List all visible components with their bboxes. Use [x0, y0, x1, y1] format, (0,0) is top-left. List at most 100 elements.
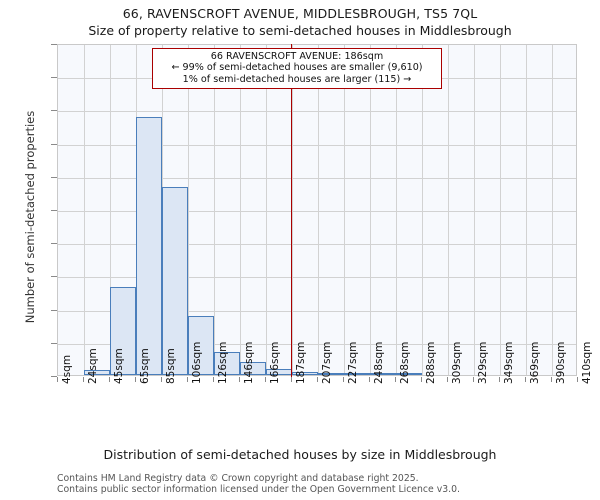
y-tick-mark	[51, 176, 57, 178]
plot-area	[57, 44, 577, 377]
x-tick-label: 329sqm	[477, 341, 489, 384]
x-tick-mark	[369, 377, 370, 382]
x-tick-mark	[343, 377, 344, 382]
histogram-bar	[214, 352, 240, 375]
annotation-line-2: ← 99% of semi-detached houses are smalle…	[171, 62, 423, 74]
y-tick-mark	[51, 309, 57, 311]
x-tick-mark	[291, 377, 292, 382]
footer-line-1: Contains HM Land Registry data © Crown c…	[57, 473, 419, 484]
histogram-bar	[370, 373, 396, 375]
annotation-line-3: 1% of semi-detached houses are larger (1…	[182, 73, 412, 85]
histogram-bar	[318, 373, 344, 375]
y-tick-mark	[51, 210, 57, 211]
histogram-bar	[162, 187, 188, 375]
property-marker-line	[290, 44, 293, 377]
y-tick-mark	[51, 143, 57, 145]
x-tick-label: 45sqm	[113, 348, 125, 384]
x-tick-mark	[109, 377, 110, 382]
gridline	[58, 244, 576, 246]
x-tick-label: 268sqm	[399, 341, 411, 384]
y-tick-mark	[51, 44, 57, 45]
y-tick-mark	[51, 342, 57, 344]
x-tick-label: 106sqm	[191, 341, 203, 384]
gridline	[58, 211, 576, 212]
y-tick-mark	[51, 376, 57, 377]
gridline	[500, 45, 501, 375]
x-tick-mark	[187, 377, 188, 382]
x-tick-mark	[317, 377, 318, 382]
x-tick-label: 85sqm	[165, 348, 177, 384]
x-tick-mark	[135, 377, 136, 382]
x-tick-label: 349sqm	[503, 341, 515, 384]
x-tick-mark	[551, 377, 552, 382]
x-tick-label: 369sqm	[529, 341, 541, 384]
x-tick-label: 65sqm	[139, 348, 151, 384]
x-tick-mark	[57, 377, 58, 382]
gridline	[344, 45, 345, 375]
x-tick-label: 410sqm	[581, 341, 593, 384]
x-tick-mark	[525, 377, 526, 382]
y-tick-mark	[51, 243, 57, 245]
x-axis-label: Distribution of semi-detached houses by …	[103, 447, 497, 462]
x-tick-label: 309sqm	[451, 341, 463, 384]
x-tick-label: 207sqm	[321, 341, 333, 384]
x-tick-label: 166sqm	[269, 341, 281, 384]
x-tick-mark	[83, 377, 84, 382]
gridline	[188, 45, 189, 375]
x-tick-label: 248sqm	[373, 341, 385, 384]
x-tick-label: 126sqm	[217, 341, 229, 384]
y-tick-mark	[51, 77, 57, 79]
histogram-bar	[84, 369, 110, 375]
x-tick-mark	[265, 377, 266, 382]
gridline	[370, 45, 371, 375]
histogram-bar	[188, 315, 214, 375]
footer-line-2: Contains public sector information licen…	[57, 484, 460, 495]
gridline	[318, 45, 319, 375]
gridline	[110, 45, 111, 375]
histogram-bar	[240, 362, 266, 375]
x-tick-mark	[577, 377, 578, 382]
x-tick-label: 288sqm	[425, 341, 437, 384]
x-tick-mark	[213, 377, 214, 382]
gridline	[58, 343, 576, 345]
x-tick-mark	[447, 377, 448, 382]
gridline	[240, 45, 241, 375]
x-tick-label: 390sqm	[555, 341, 567, 384]
histogram-bar	[110, 287, 136, 375]
x-tick-mark	[473, 377, 474, 382]
gridline	[266, 45, 267, 375]
x-tick-mark	[161, 377, 162, 382]
x-tick-mark	[239, 377, 240, 382]
x-tick-label: 227sqm	[347, 341, 359, 384]
gridline	[58, 277, 576, 279]
gridline	[84, 45, 85, 375]
y-tick-mark	[51, 276, 57, 278]
histogram-bar	[136, 116, 162, 375]
gridline	[58, 144, 576, 146]
footer-attribution: Contains HM Land Registry data © Crown c…	[57, 473, 597, 495]
x-tick-label: 24sqm	[87, 348, 99, 384]
gridline	[474, 45, 475, 375]
y-tick-mark	[51, 110, 57, 112]
annotation-line-1: 66 RAVENSCROFT AVENUE: 186sqm	[210, 51, 384, 62]
x-tick-mark	[395, 377, 396, 382]
gridline	[396, 45, 397, 375]
x-tick-mark	[421, 377, 422, 382]
gridline	[422, 45, 423, 375]
gridline	[58, 111, 576, 113]
histogram-bar	[344, 373, 370, 375]
gridline	[214, 45, 215, 375]
gridline	[552, 45, 553, 375]
x-tick-mark	[499, 377, 500, 382]
gridline	[526, 45, 527, 375]
page-title: 66, RAVENSCROFT AVENUE, MIDDLESBROUGH, T…	[122, 6, 478, 21]
chart-subtitle: Size of property relative to semi-detach…	[88, 23, 512, 38]
y-axis-label: Number of semi-detached properties	[23, 110, 37, 324]
gridline	[58, 177, 576, 179]
gridline	[448, 45, 449, 375]
property-annotation-box: 66 RAVENSCROFT AVENUE: 186sqm ← 99% of s…	[152, 48, 442, 90]
x-tick-label: 4sqm	[61, 354, 73, 384]
gridline	[292, 45, 293, 375]
x-tick-label: 187sqm	[295, 341, 307, 384]
